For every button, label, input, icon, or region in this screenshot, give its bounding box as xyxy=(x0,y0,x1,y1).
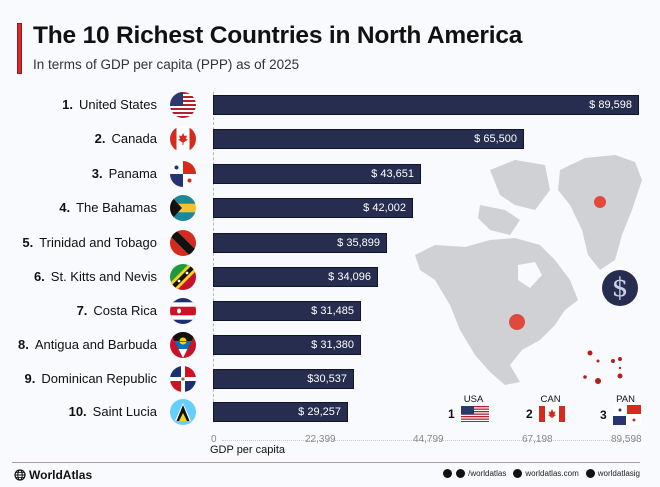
podium-third: PAN 3 xyxy=(600,394,642,425)
footer-social-links: /worldatlas worldatlas.com worldatlasig xyxy=(439,469,640,478)
bar-united-states: $ 89,598 xyxy=(213,95,639,115)
website-link[interactable]: worldatlas.com xyxy=(525,469,579,478)
x-axis-title: GDP per capita xyxy=(210,444,286,456)
instagram-icon[interactable] xyxy=(585,469,595,478)
x-axis-dotted-line xyxy=(222,440,638,441)
north-america-map-icon xyxy=(415,155,642,385)
x-tick: 44,799 xyxy=(413,434,444,445)
panama-flag-icon xyxy=(613,405,642,425)
bahamas-flag-icon xyxy=(170,195,196,221)
page-title: The 10 Richest Countries in North Americ… xyxy=(33,22,523,49)
podium-first: USA 1 xyxy=(448,394,490,423)
bar-canada: $ 65,500 xyxy=(213,129,524,149)
dollar-icon: $ xyxy=(602,270,638,306)
bar-trinidad-and-tobago: $ 35,899 xyxy=(213,233,387,253)
row-label: 5. Trinidad and Tobago xyxy=(22,235,157,250)
bar-st-kitts-and-nevis: $ 34,096 xyxy=(213,267,378,287)
x-tick: 89,598 xyxy=(611,434,642,445)
bar-antigua-and-barbuda: $ 31,380 xyxy=(213,335,361,355)
antigua-flag-icon xyxy=(170,332,196,358)
row-label: 4. The Bahamas xyxy=(59,200,157,215)
bar-the-bahamas: $ 42,002 xyxy=(213,198,413,218)
costa-rica-flag-icon xyxy=(170,298,196,324)
row-label: 6. St. Kitts and Nevis xyxy=(33,269,157,284)
worldatlas-logo[interactable]: WorldAtlas xyxy=(14,468,92,482)
x-tick: 22,399 xyxy=(305,434,336,445)
usa-flag-icon xyxy=(461,405,490,422)
bar-costa-rica: $ 31,485 xyxy=(213,301,361,321)
row-label: 3. Panama xyxy=(91,166,157,181)
footer-divider xyxy=(12,462,640,463)
saint-lucia-flag-icon xyxy=(170,399,196,425)
trinidad-flag-icon xyxy=(170,230,196,256)
row-label: 1. United States xyxy=(62,97,157,112)
bar-saint-lucia: $ 29,257 xyxy=(213,402,348,422)
globe-icon xyxy=(14,469,26,481)
podium-second: CAN 2 xyxy=(526,394,566,423)
panama-flag-icon xyxy=(170,161,196,187)
title-accent-bar xyxy=(17,23,22,74)
canada-flag-icon xyxy=(539,405,566,422)
row-label: 10. Saint Lucia xyxy=(68,404,157,419)
x-tick: 0 xyxy=(211,434,217,445)
bar-dominican-republic: $30,537 xyxy=(213,369,354,389)
x-tick: 67,198 xyxy=(522,434,553,445)
dominican-flag-icon xyxy=(170,366,196,392)
website-icon[interactable] xyxy=(513,469,523,478)
row-label: 8. Antigua and Barbuda xyxy=(18,337,157,352)
youtube-icon[interactable] xyxy=(443,469,453,478)
usa-flag-icon xyxy=(170,92,196,118)
facebook-icon[interactable] xyxy=(456,469,466,478)
bar-panama: $ 43,651 xyxy=(213,164,421,184)
instagram-link[interactable]: worldatlasig xyxy=(597,469,640,478)
row-label: 2. Canada xyxy=(94,131,157,146)
st-kitts-flag-icon xyxy=(170,264,196,290)
row-label: 7. Costa Rica xyxy=(76,303,157,318)
y-axis-line xyxy=(213,92,214,422)
page-subtitle: In terms of GDP per capita (PPP) as of 2… xyxy=(33,57,300,72)
row-label: 9. Dominican Republic xyxy=(24,371,157,386)
canada-flag-icon xyxy=(170,126,196,152)
social-handle-link[interactable]: /worldatlas xyxy=(468,469,507,478)
